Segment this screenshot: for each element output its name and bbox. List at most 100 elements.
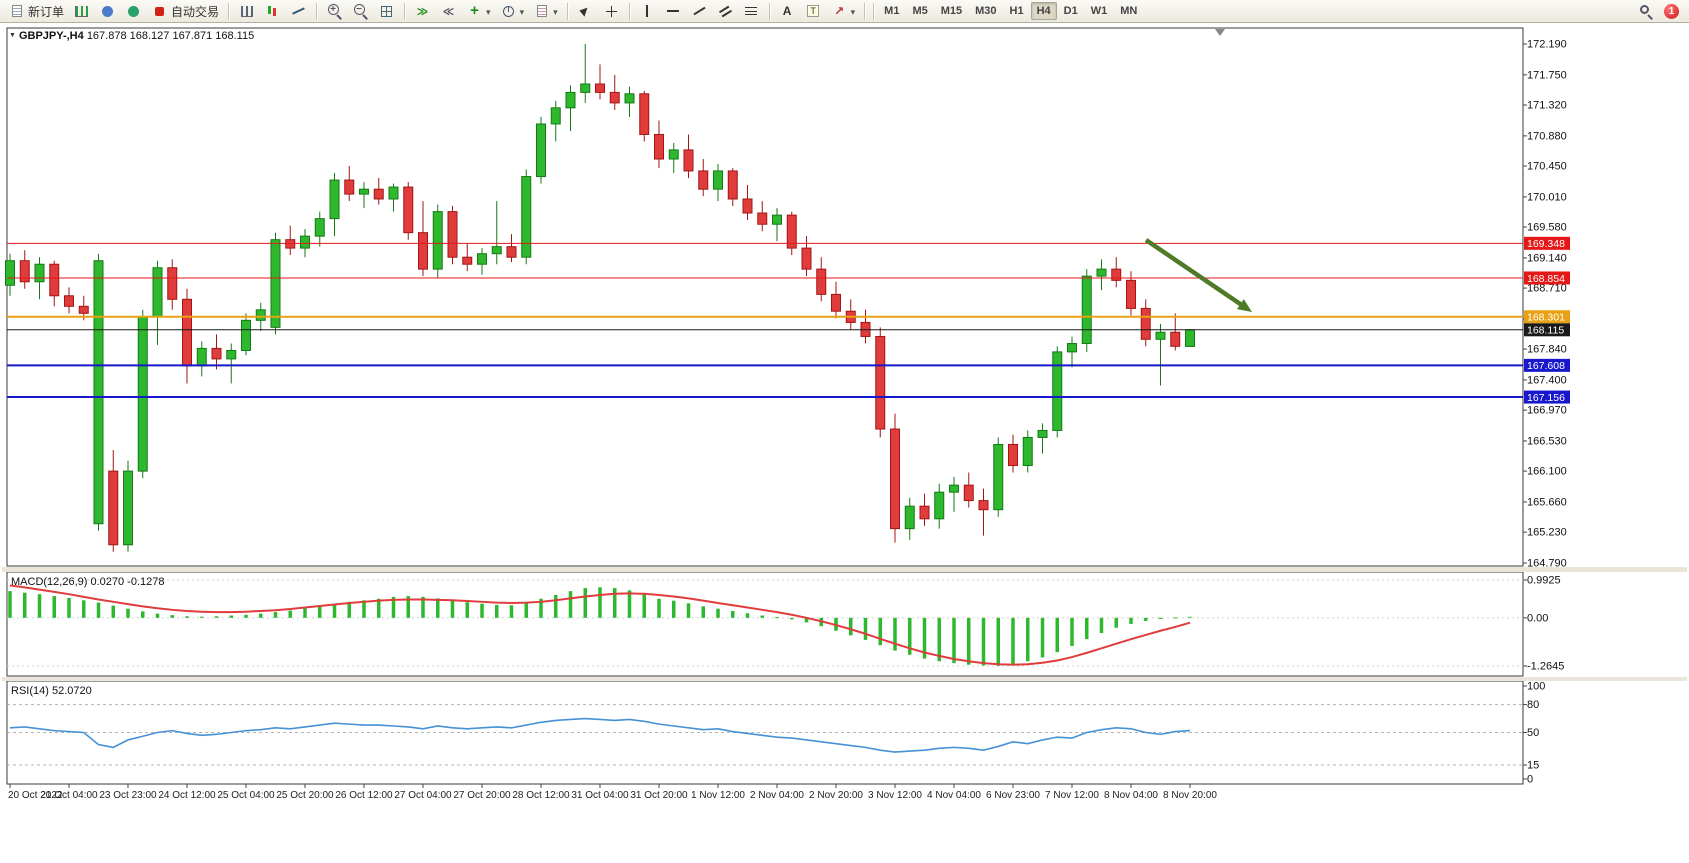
svg-text:167.608: 167.608 (1527, 360, 1565, 372)
market-watch-icon[interactable] (121, 2, 146, 20)
svg-text:6 Nov 23:00: 6 Nov 23:00 (986, 790, 1040, 801)
profiles-icon[interactable] (95, 2, 120, 20)
dropdown-caret-icon[interactable] (486, 4, 491, 18)
svg-text:50: 50 (1527, 727, 1539, 739)
svg-text:165.230: 165.230 (1527, 527, 1567, 539)
price-level-badge (1524, 323, 1570, 337)
fibonacci-icon[interactable] (739, 2, 764, 20)
price-level-badge (1524, 390, 1570, 404)
person-icon (99, 3, 116, 20)
svg-text:24 Oct 12:00: 24 Oct 12:00 (158, 790, 216, 801)
svg-text:0: 0 (1527, 774, 1533, 786)
trendline-icon[interactable] (687, 2, 712, 20)
timeframe-h1-button-label: H1 (1009, 5, 1024, 17)
toolbar-separator (566, 2, 568, 20)
dropdown-caret-icon[interactable] (851, 4, 856, 18)
templates-button[interactable] (529, 2, 562, 20)
crosshair-icon (603, 3, 620, 20)
svg-text:164.790: 164.790 (1527, 557, 1567, 569)
channel-icon (717, 3, 734, 20)
svg-text:23 Oct 23:00: 23 Oct 23:00 (99, 790, 157, 801)
timeframe-d1-button[interactable]: D1 (1058, 2, 1084, 20)
arrows-icon[interactable] (827, 2, 860, 20)
svg-text:100: 100 (1527, 681, 1545, 693)
crosshair-icon[interactable] (599, 2, 624, 20)
fibo-icon (743, 3, 760, 20)
timeframe-mn-button[interactable]: MN (1114, 2, 1143, 20)
svg-text:170.880: 170.880 (1527, 130, 1567, 142)
timeframe-m5-button[interactable]: M5 (906, 2, 933, 20)
panel-divider[interactable] (2, 567, 1687, 572)
autotrading-button-label: 自动交易 (171, 4, 220, 19)
svg-text:166.100: 166.100 (1527, 466, 1567, 478)
svg-text:-1.2645: -1.2645 (1527, 660, 1564, 672)
hline-icon (665, 3, 682, 20)
svg-text:167.840: 167.840 (1527, 344, 1567, 356)
line-chart-icon[interactable] (286, 2, 311, 20)
svg-text:8 Nov 04:00: 8 Nov 04:00 (1104, 790, 1158, 801)
toolbar-separator (628, 2, 630, 20)
svg-text:166.970: 166.970 (1527, 405, 1567, 417)
vertical-line-icon[interactable] (635, 2, 660, 20)
svg-text:168.854: 168.854 (1527, 273, 1565, 285)
candlestick-chart-icon[interactable] (260, 2, 285, 20)
horizontal-line-icon[interactable] (661, 2, 686, 20)
cursor-icon[interactable] (573, 2, 598, 20)
tile-windows-icon[interactable] (374, 2, 399, 20)
timeframe-h4-button[interactable]: H4 (1030, 2, 1057, 20)
toolbar-separator (404, 2, 406, 20)
label-icon (805, 3, 822, 20)
dot-icon (151, 3, 168, 20)
text-icon (779, 3, 796, 20)
auto-scroll-icon[interactable] (410, 2, 435, 20)
line-icon (290, 3, 307, 20)
timeframe-m30-button[interactable]: M30 (969, 2, 1002, 20)
svg-text:170.010: 170.010 (1527, 191, 1567, 203)
svg-text:166.530: 166.530 (1527, 435, 1567, 447)
shift-icon (440, 3, 457, 20)
macd-panel: 0.9925 0.00 -1.2645 (7, 575, 1564, 672)
search-icon[interactable] (1637, 3, 1654, 20)
dropdown-caret-icon[interactable] (520, 4, 525, 18)
svg-text:27 Oct 20:00: 27 Oct 20:00 (453, 790, 511, 801)
svg-text:168.301: 168.301 (1527, 312, 1565, 324)
svg-text:2 Nov 20:00: 2 Nov 20:00 (809, 790, 863, 801)
timeframe-m1-button[interactable]: M1 (878, 2, 905, 20)
svg-text:0.00: 0.00 (1527, 612, 1548, 624)
periods-button[interactable] (496, 2, 529, 20)
chart-shift-marker-icon[interactable] (1215, 29, 1225, 36)
svg-text:2 Nov 04:00: 2 Nov 04:00 (750, 790, 804, 801)
plus-icon (466, 3, 483, 20)
timeframe-h1-button[interactable]: H1 (1004, 2, 1030, 20)
new-order-button[interactable]: 新订单 (4, 2, 68, 20)
panel-divider[interactable] (2, 677, 1687, 681)
toolbar-separator (864, 2, 866, 20)
notification-badge[interactable]: 1 (1664, 3, 1679, 19)
zoom-out-icon[interactable] (348, 2, 373, 20)
indicators-button[interactable] (462, 2, 495, 20)
svg-text:80: 80 (1527, 699, 1539, 711)
svg-text:31 Oct 04:00: 31 Oct 04:00 (571, 790, 629, 801)
chart-shift-icon[interactable] (436, 2, 461, 20)
text-icon[interactable] (775, 2, 800, 20)
timeframe-w1-button[interactable]: W1 (1085, 2, 1114, 20)
bar-chart-icon[interactable] (234, 2, 259, 20)
equidistant-channel-icon[interactable] (713, 2, 738, 20)
timeframe-m15-button[interactable]: M15 (935, 2, 968, 20)
new-chart-icon[interactable] (69, 2, 94, 20)
toolbar-right: 1 (1637, 3, 1685, 20)
dropdown-caret-icon[interactable] (553, 4, 558, 18)
timeframe-mn-button-label: MN (1120, 5, 1138, 17)
toolbar: 新订单 自动交易 M1 M5 M15 M30 H1 H4 D1 W1 MN 1 (0, 0, 1689, 23)
svg-text:26 Oct 12:00: 26 Oct 12:00 (335, 790, 393, 801)
text-label-icon[interactable] (801, 2, 826, 20)
rsi-panel: 100 80 50 15 0 (7, 681, 1545, 786)
trend-arrow-annotation[interactable] (1144, 238, 1252, 312)
headset-icon (125, 3, 142, 20)
zoom-in-icon[interactable] (322, 2, 347, 20)
zoomout-icon (352, 3, 369, 20)
autotrading-button[interactable]: 自动交易 (147, 2, 223, 20)
